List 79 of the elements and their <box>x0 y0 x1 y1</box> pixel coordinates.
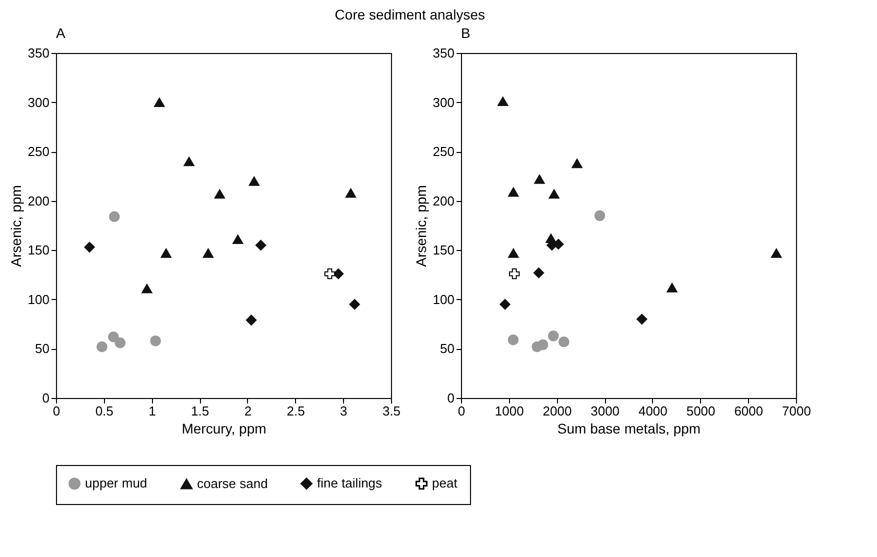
x-tick-label: 1.5 <box>191 404 210 418</box>
x-axis-title: Sum base metals, ppm <box>557 420 701 436</box>
point <box>114 337 126 348</box>
x-tick-label: 5000 <box>686 404 716 418</box>
y-axis-title: Arsenic, ppm <box>8 185 24 267</box>
point <box>500 298 510 310</box>
legend-label: peat <box>432 476 458 491</box>
y-tick-label: 350 <box>432 46 454 60</box>
point <box>255 240 266 251</box>
point <box>666 282 678 292</box>
point <box>534 174 545 184</box>
point <box>184 156 194 166</box>
x-tick-label: 1000 <box>494 404 524 418</box>
legend-label: fine tailings <box>317 476 383 491</box>
point <box>160 248 172 258</box>
point <box>142 284 152 294</box>
y-tick-label: 350 <box>28 46 50 60</box>
chart-subtitle: B <box>461 25 470 41</box>
x-tick-label: 3.5 <box>382 404 401 418</box>
point <box>508 334 519 346</box>
point <box>232 234 244 244</box>
y-tick-label: 200 <box>28 193 50 208</box>
point <box>572 158 582 168</box>
x-tick-label: 6000 <box>734 404 764 418</box>
point <box>214 189 226 199</box>
point <box>84 242 95 253</box>
x-tick-label: 7000 <box>782 404 811 418</box>
point <box>248 176 260 186</box>
x-tick-label: 1 <box>148 404 156 418</box>
y-tick-label: 50 <box>35 341 50 356</box>
y-tick-label: 150 <box>432 242 454 258</box>
x-tick-label: 0 <box>458 404 466 418</box>
legend-label: coarse sand <box>197 476 268 491</box>
point <box>508 248 519 258</box>
point <box>108 332 119 342</box>
x-tick-label: 3000 <box>590 404 620 418</box>
x-tick-label: 0 <box>52 404 60 418</box>
point <box>771 248 782 258</box>
point <box>246 314 257 326</box>
y-tick-label: 250 <box>28 144 50 160</box>
chart-title: Core sediment analyses <box>334 6 485 22</box>
y-tick-label: 50 <box>440 341 454 356</box>
point <box>533 267 544 278</box>
point <box>349 298 360 310</box>
point <box>345 188 356 198</box>
point <box>548 189 560 199</box>
x-axis-title: Mercury, ppm <box>182 420 266 436</box>
point <box>537 339 548 350</box>
y-tick-label: 0 <box>42 390 50 406</box>
point <box>548 330 559 342</box>
y-tick-label: 250 <box>432 144 454 160</box>
x-tick-label: 3 <box>340 404 348 418</box>
x-tick-label: 4000 <box>638 404 668 418</box>
point <box>498 96 508 106</box>
point <box>508 268 520 280</box>
y-tick-label: 100 <box>432 292 454 307</box>
point <box>202 248 214 258</box>
y-axis-title: Arsenic, ppm <box>412 185 429 267</box>
point <box>96 341 108 352</box>
y-tick-label: 200 <box>432 193 454 208</box>
legend-label: upper mud <box>85 476 148 491</box>
y-tick-label: 300 <box>28 94 50 110</box>
point <box>594 210 606 222</box>
point <box>558 336 570 348</box>
chart-subtitle: A <box>56 25 66 41</box>
x-tick-label: 2 <box>244 404 252 418</box>
y-tick-label: 300 <box>432 94 454 110</box>
point <box>154 98 165 108</box>
y-tick-label: 0 <box>447 390 454 406</box>
x-tick-label: 2000 <box>542 404 572 418</box>
point <box>150 335 161 346</box>
y-tick-label: 150 <box>28 242 50 258</box>
x-tick-label: 2.5 <box>286 404 305 418</box>
point <box>636 314 648 325</box>
point <box>508 187 519 197</box>
y-tick-label: 100 <box>28 292 50 307</box>
point <box>109 211 120 222</box>
x-tick-label: 0.5 <box>95 404 114 418</box>
point <box>324 268 336 280</box>
